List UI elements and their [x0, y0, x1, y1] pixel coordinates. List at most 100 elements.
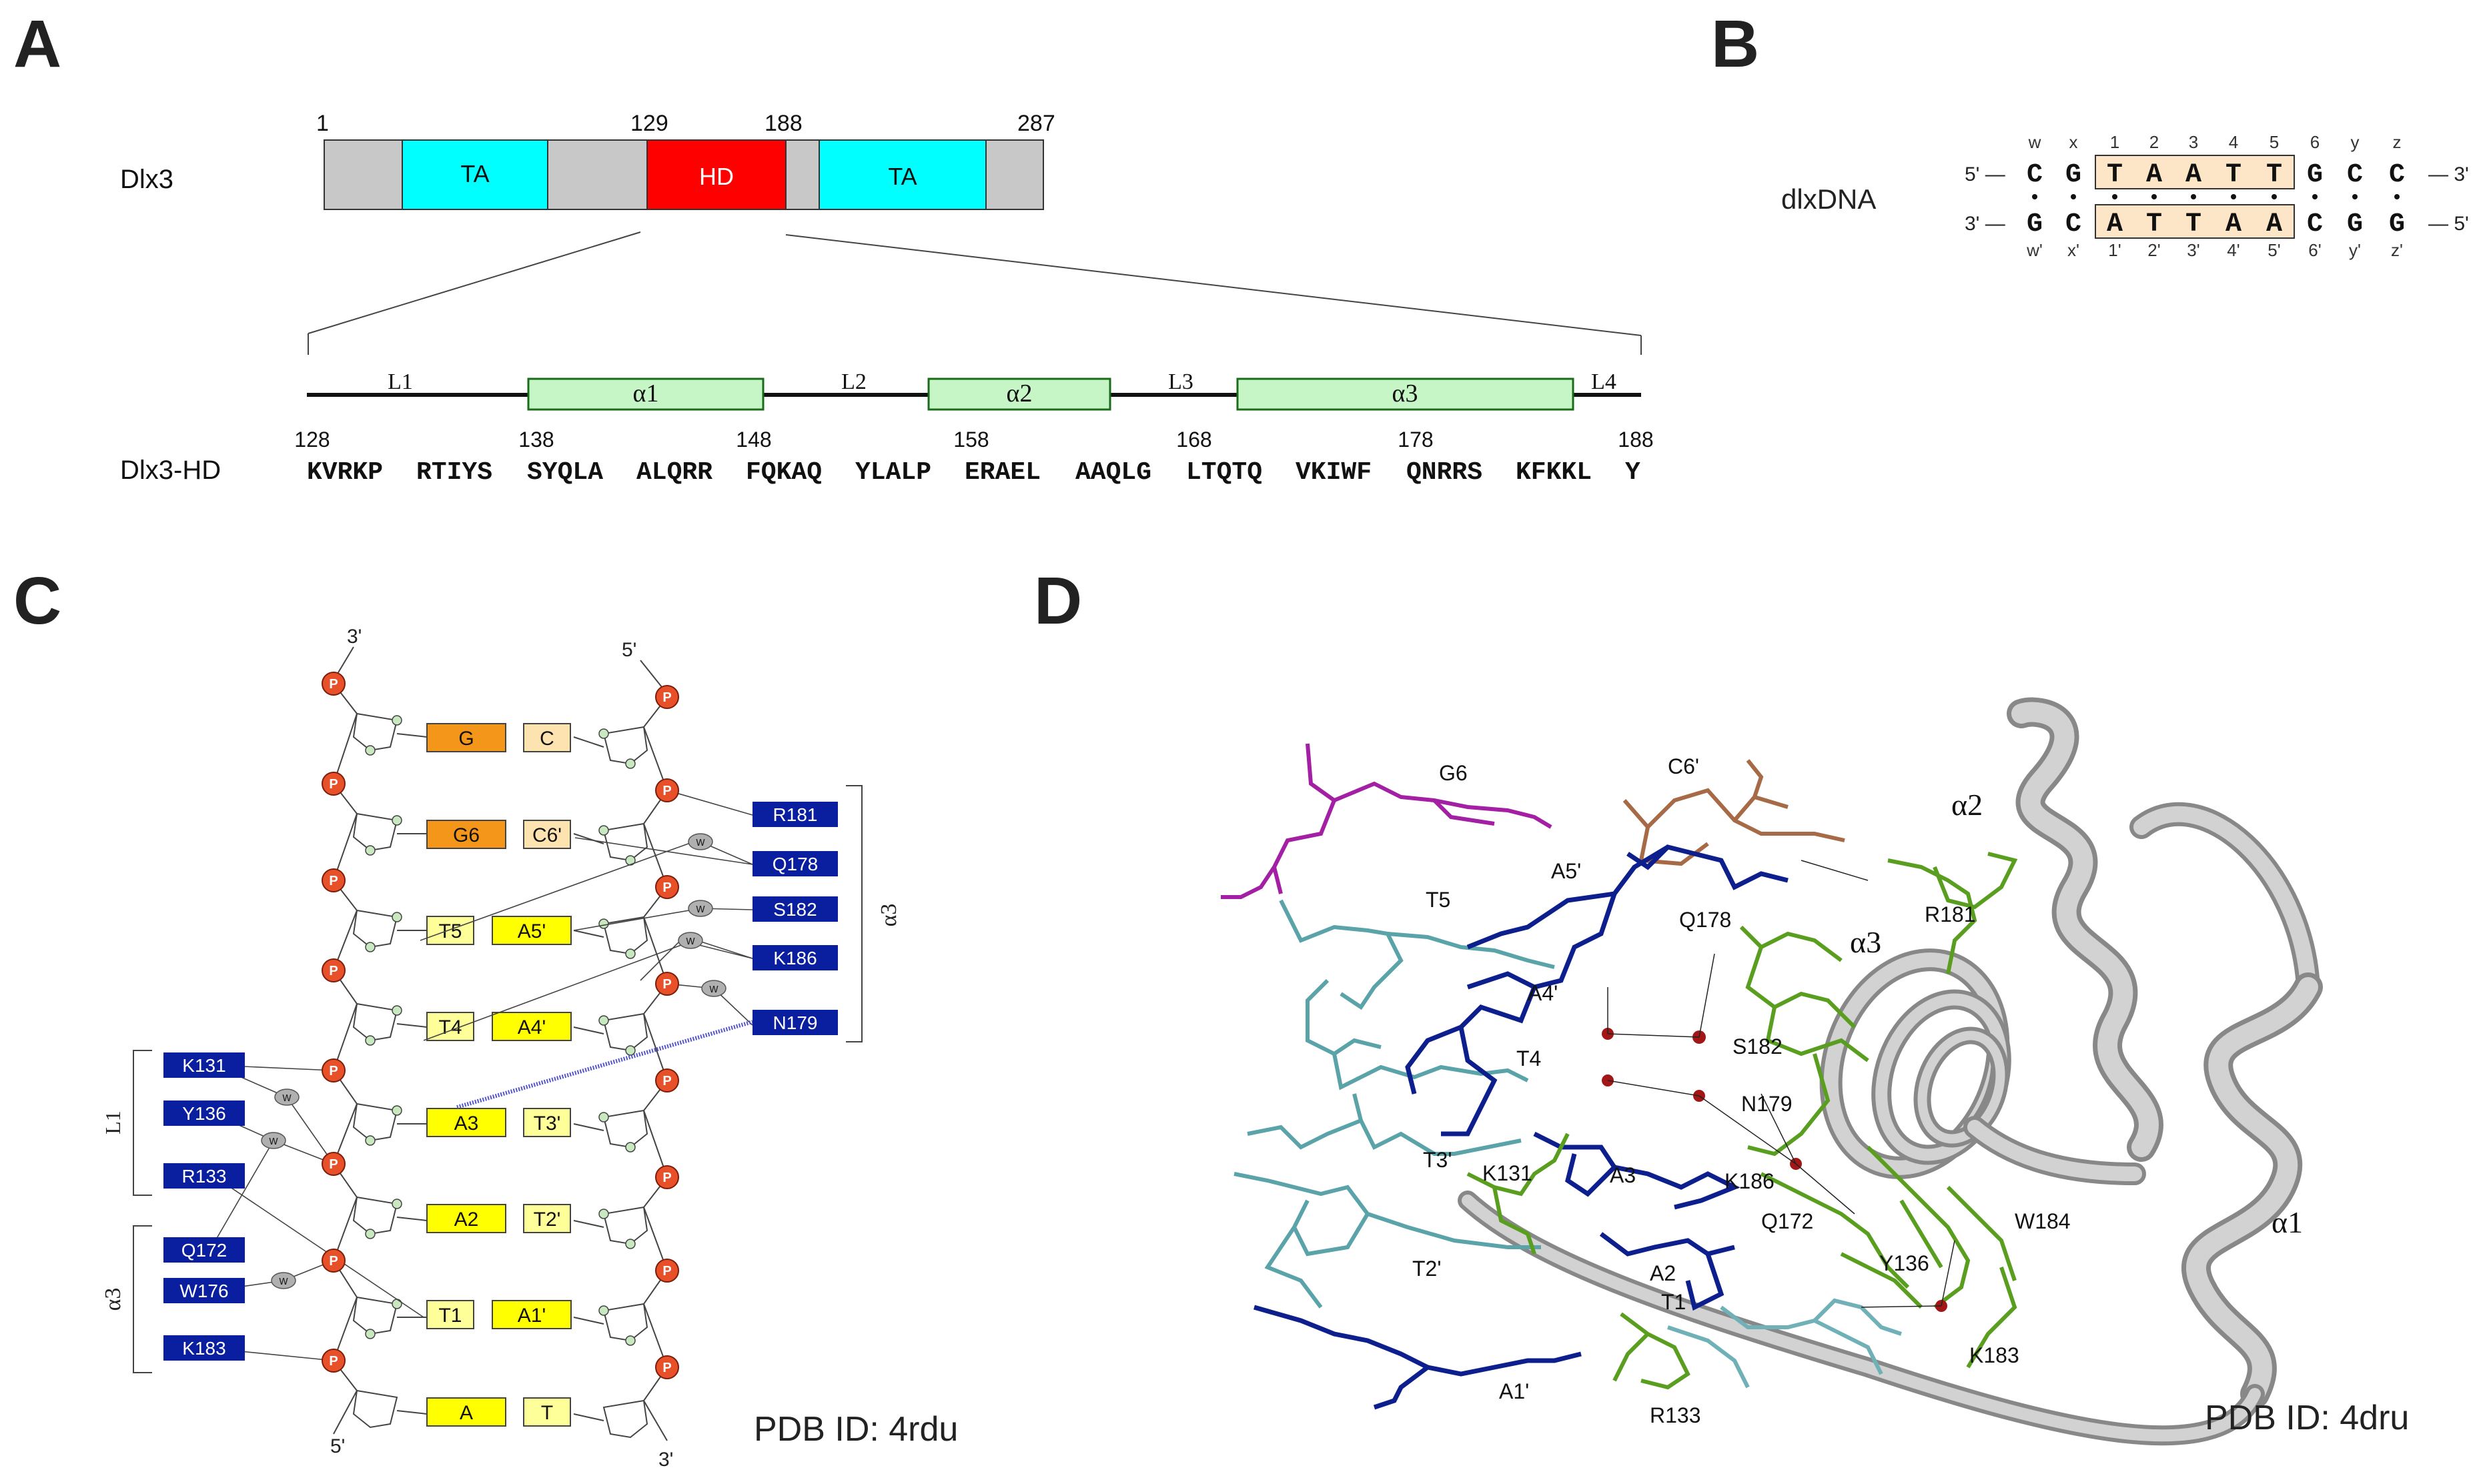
- base: A: [2185, 160, 2201, 190]
- label-t3prime: T3': [1423, 1148, 1452, 1172]
- seq-num-158: 158: [953, 428, 989, 452]
- base-left: [426, 1204, 506, 1233]
- residue-r181: R181: [773, 804, 818, 825]
- ta-label-2: TA: [888, 163, 917, 190]
- base: T: [2107, 160, 2123, 190]
- label-alpha1: α1: [2272, 1205, 2303, 1239]
- base-label: C6': [532, 824, 562, 846]
- hd-label: HD: [699, 163, 734, 190]
- label-t2prime: T2': [1412, 1257, 1441, 1281]
- seq-num-138: 138: [518, 428, 554, 452]
- hd-domain: [646, 139, 787, 210]
- strand-top-left: 5' —: [1965, 163, 2005, 185]
- seq-block-2: RTIYS: [416, 458, 492, 487]
- residue-k183: K183: [182, 1338, 225, 1359]
- residue-s182: S182: [773, 899, 817, 920]
- label-alpha3: α3: [1850, 925, 1881, 959]
- ta-domain-1: [402, 139, 548, 210]
- base-right: [492, 916, 572, 945]
- residue-w176: W176: [179, 1281, 228, 1301]
- label-s182: S182: [1732, 1034, 1783, 1058]
- bracket-l1-label: L1: [101, 1110, 125, 1135]
- water-label: w: [269, 1134, 279, 1147]
- label-q172: Q172: [1761, 1209, 1813, 1233]
- label-k186: K186: [1724, 1169, 1775, 1193]
- base-left: [426, 723, 506, 752]
- seq-block-5: FQKAQ: [746, 458, 822, 487]
- base-label: A3: [454, 1112, 479, 1135]
- panel-b: dlxDNA 5' — — 3' 3' — — 5' w x 1 2 3 4 5…: [1781, 132, 2469, 260]
- base: A: [2107, 209, 2123, 239]
- helix-a1: [527, 378, 765, 411]
- phosphate-label: P: [329, 777, 338, 792]
- base-right: [523, 1204, 571, 1233]
- pos-label: w: [2028, 132, 2041, 152]
- core-box-bottom: [2095, 204, 2295, 239]
- strand-top-right: — 3': [2428, 163, 2469, 185]
- pos-label: 6': [2308, 240, 2321, 260]
- label-a5prime: A5': [1551, 859, 1581, 883]
- bottom-strand: G C A T T A A C G G: [2027, 209, 2405, 239]
- end-5-bottom: 5': [330, 1435, 345, 1457]
- base-label: T2': [534, 1209, 561, 1231]
- label-a3: A3: [1610, 1163, 1636, 1187]
- pos-label: y': [2349, 240, 2361, 260]
- phosphate-labels: P P P P P P P P P P P P P P P P: [329, 677, 671, 1375]
- label-k131: K131: [1482, 1161, 1532, 1185]
- phosphate-label: P: [662, 784, 671, 798]
- base-right: [523, 723, 571, 752]
- label-alpha2: α2: [1951, 788, 1983, 822]
- seq-block-9: LTQTQ: [1186, 458, 1262, 487]
- water-label: w: [696, 835, 706, 848]
- water-label: w: [282, 1090, 292, 1104]
- water-label: w: [686, 934, 696, 947]
- bracket-a3-left: [133, 1225, 152, 1373]
- label-y136: Y136: [1879, 1251, 1929, 1275]
- top-position-labels: w x 1 2 3 4 5 6 y z: [2028, 132, 2402, 152]
- base-pairs: [426, 723, 572, 1427]
- base: G: [2065, 160, 2081, 190]
- domain-pos-287: 287: [1017, 111, 1055, 136]
- left-backbone: [332, 683, 358, 1435]
- base: T: [2185, 209, 2201, 239]
- base-label: T: [541, 1402, 553, 1424]
- residue-r133: R133: [182, 1166, 227, 1187]
- seq-block-6: YLALP: [855, 458, 931, 487]
- base-label: A4': [518, 1016, 546, 1038]
- base: T: [2225, 160, 2242, 190]
- base: G: [2347, 209, 2363, 239]
- base-right: [523, 1397, 571, 1427]
- phosphate-label: P: [329, 1254, 338, 1269]
- pos-label: y: [2351, 132, 2360, 152]
- residue-q178: Q178: [773, 854, 819, 874]
- water-labels: w w w w w w w: [269, 835, 719, 1287]
- seq-block-4: ALQRR: [636, 458, 712, 487]
- residue-y136: Y136: [182, 1103, 225, 1124]
- phosphates: [322, 672, 679, 1379]
- zoom-line-right: [785, 234, 1642, 336]
- hbond-lines: [1607, 860, 1955, 1308]
- phosphate-label: P: [662, 880, 671, 895]
- ta-label-1: TA: [460, 160, 489, 187]
- base-left: [426, 1108, 506, 1137]
- base: C: [2027, 160, 2043, 190]
- pos-label: x': [2067, 240, 2079, 260]
- helix-a3: [1236, 378, 1574, 411]
- base: G: [2027, 209, 2043, 239]
- loop-l4: L4: [1591, 369, 1616, 394]
- base-labels: G C G6 C6' T5 A5' T4 A4' A3 T3' A2 T2' T…: [438, 728, 562, 1424]
- pos-label: 2: [2149, 132, 2159, 152]
- base-label: G: [458, 728, 474, 750]
- seq-block-13: Y: [1625, 458, 1640, 487]
- pos-label: 5: [2270, 132, 2279, 152]
- label-k183: K183: [1969, 1343, 2019, 1367]
- seq-block-10: VKIWF: [1296, 458, 1372, 487]
- base-label: A1': [518, 1305, 546, 1327]
- phosphate-label: P: [329, 1064, 338, 1078]
- core-box-top: [2095, 155, 2295, 189]
- helix-a3-label: α3: [1392, 380, 1418, 408]
- seq-num-128: 128: [294, 428, 330, 452]
- label-a4prime: A4': [1528, 981, 1558, 1005]
- residue-q172: Q172: [181, 1240, 227, 1261]
- pos-label: 2': [2147, 240, 2160, 260]
